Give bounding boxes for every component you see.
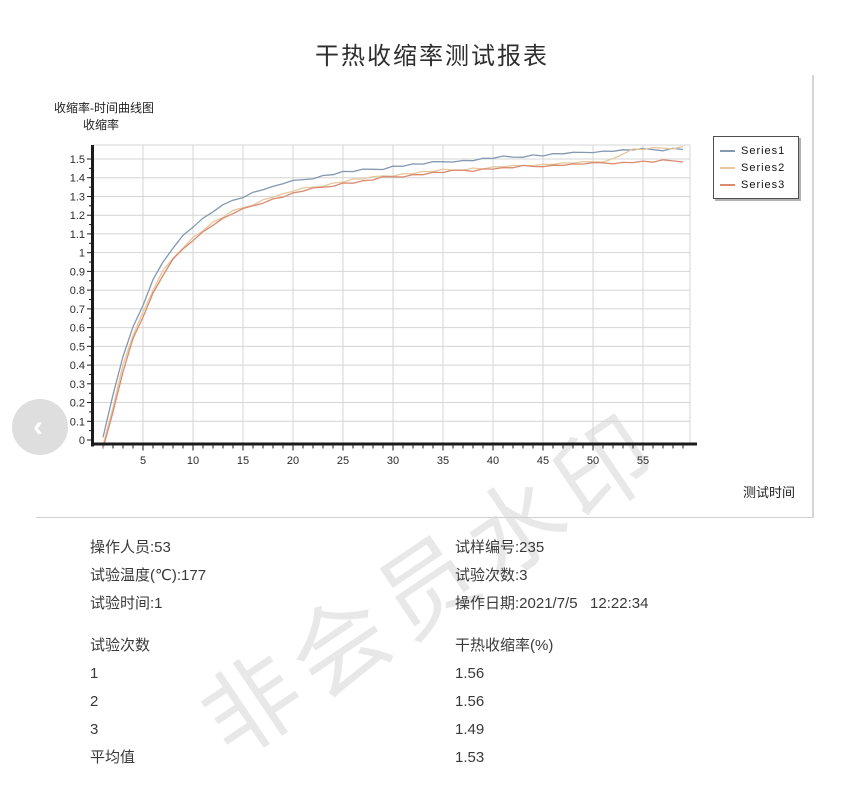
legend-item-series2: Series2 [720, 159, 792, 176]
svg-text:0.9: 0.9 [70, 266, 85, 278]
info-operator: 操作人员:53 [90, 539, 171, 556]
chart-panel-label: 收缩率-时间曲线图 [54, 101, 154, 115]
svg-text:45: 45 [537, 455, 549, 467]
results-row-average-label: 平均值 [90, 749, 136, 766]
info-row: 试验时间:1 操作日期:2021/7/5 12:22:34 [90, 590, 648, 618]
svg-text:0.5: 0.5 [70, 341, 85, 353]
info-section: 操作人员:53 试样编号:235 试验温度(℃):177 试验次数:3 试验时间:1… [90, 534, 648, 618]
svg-text:0.6: 0.6 [70, 323, 85, 335]
svg-text:1.3: 1.3 [70, 192, 85, 204]
svg-text:15: 15 [237, 455, 249, 467]
results-row-index: 1 [90, 665, 99, 682]
legend-item-series1: Series1 [720, 142, 792, 159]
svg-text:0.1: 0.1 [70, 416, 85, 428]
chevron-left-icon: ‹ [33, 410, 43, 443]
svg-text:5: 5 [140, 455, 146, 467]
results-row-value: 1.56 [455, 665, 485, 682]
svg-text:0.7: 0.7 [70, 304, 85, 316]
results-table: 试验次数 干热收缩率(%) 1 1.56 2 1.56 3 1.49 平均值 1.53 [90, 632, 553, 772]
svg-text:0.4: 0.4 [70, 360, 85, 372]
info-operation-date: 操作日期:2021/7/5 12:22:34 [455, 595, 649, 612]
svg-text:40: 40 [487, 455, 499, 467]
info-test-count: 试验次数:3 [455, 567, 528, 584]
legend-label-series1: Series1 [741, 144, 786, 157]
table-row: 1 1.56 [90, 660, 553, 688]
table-row: 3 1.49 [90, 716, 553, 744]
svg-text:1.4: 1.4 [70, 173, 85, 185]
svg-text:55: 55 [637, 455, 649, 467]
table-row: 2 1.56 [90, 688, 553, 716]
results-row-index: 3 [90, 721, 99, 738]
info-sample-number: 试样编号:235 [455, 539, 545, 556]
svg-text:1.2: 1.2 [70, 210, 85, 222]
svg-text:0.3: 0.3 [70, 379, 85, 391]
x-axis-title: 测试时间 [743, 485, 796, 500]
page-title: 干热收缩率测试报表 [315, 43, 549, 70]
results-row-index: 2 [90, 693, 99, 710]
legend-swatch-series1 [720, 149, 735, 152]
results-row-average-value: 1.53 [455, 749, 485, 766]
back-button[interactable]: ‹ [12, 399, 68, 455]
table-row: 平均值 1.53 [90, 744, 553, 772]
results-col2-header: 干热收缩率(%) [455, 637, 554, 654]
svg-text:0: 0 [79, 435, 85, 447]
info-test-time: 试验时间:1 [90, 595, 163, 612]
legend-label-series3: Series3 [741, 178, 786, 191]
results-row-value: 1.49 [455, 721, 485, 738]
info-test-temperature: 试验温度(℃):177 [90, 567, 207, 584]
svg-text:20: 20 [287, 455, 299, 467]
svg-text:1.5: 1.5 [70, 154, 85, 166]
svg-text:1.1: 1.1 [70, 229, 85, 241]
svg-text:50: 50 [587, 455, 599, 467]
legend-item-series3: Series3 [720, 176, 792, 193]
info-row: 试验温度(℃):177 试验次数:3 [90, 562, 648, 590]
results-row-value: 1.56 [455, 693, 485, 710]
svg-text:1: 1 [79, 248, 85, 260]
results-header-row: 试验次数 干热收缩率(%) [90, 632, 553, 660]
info-row: 操作人员:53 试样编号:235 [90, 534, 648, 562]
legend-swatch-series2 [720, 166, 735, 169]
shrinkage-time-chart: 5 10 15 20 25 30 35 40 45 50 55 0 0.1 0.2 0.3 0.4 0.5 0.6… [70, 144, 697, 467]
chart-legend: Series1 Series2 Series3 [713, 136, 799, 199]
svg-text:10: 10 [187, 455, 199, 467]
results-col1-header: 试验次数 [90, 637, 151, 654]
legend-swatch-series3 [720, 183, 735, 186]
legend-label-series2: Series2 [741, 161, 786, 174]
svg-text:25: 25 [337, 455, 349, 467]
svg-text:0.2: 0.2 [70, 398, 85, 410]
y-axis-title: 收缩率 [83, 118, 120, 132]
svg-text:30: 30 [387, 455, 399, 467]
svg-text:35: 35 [437, 455, 449, 467]
svg-text:0.8: 0.8 [70, 285, 85, 297]
chart-panel: 收缩率-时间曲线图 收缩率 5 10 15 20 25 30 35 40 45 50 55 0 0.1 0… [36, 75, 814, 518]
